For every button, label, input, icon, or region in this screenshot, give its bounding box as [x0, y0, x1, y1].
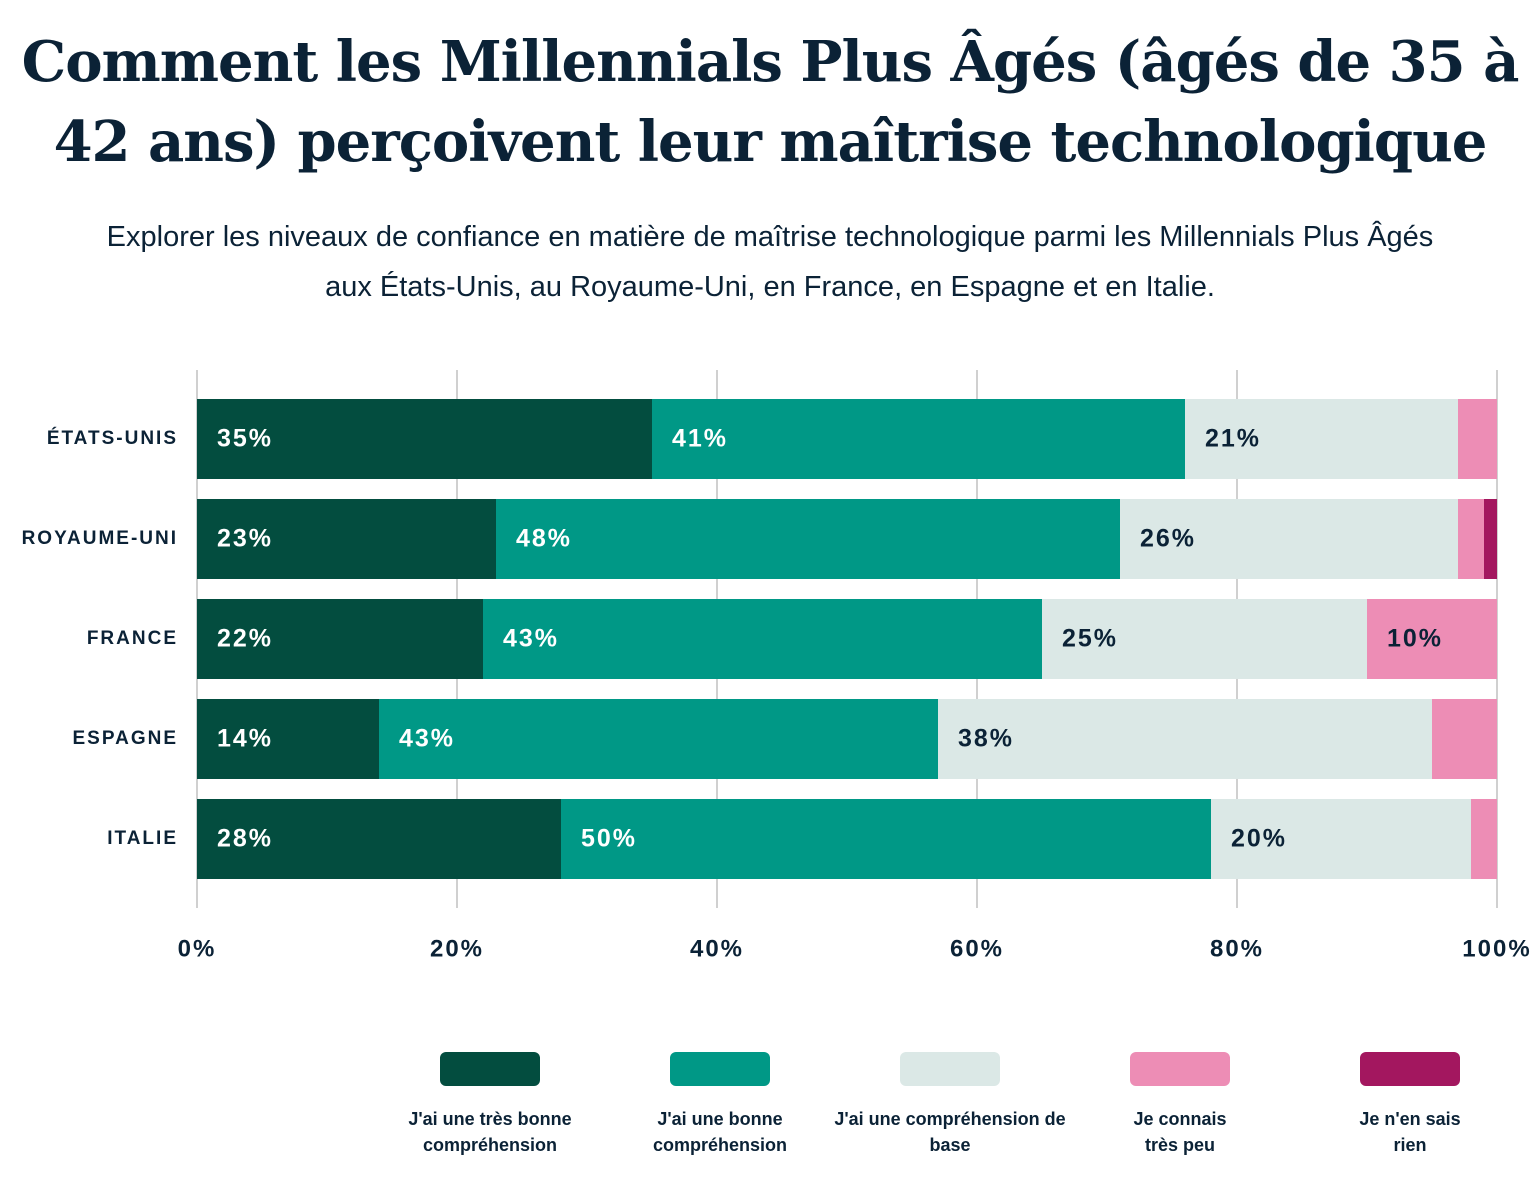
legend-label: J'ai une bonne compréhension	[652, 1109, 788, 1155]
legend-label: Je n'en sais rien	[1359, 1109, 1461, 1155]
value-label: 48%	[516, 525, 572, 553]
value-label: 25%	[1062, 625, 1118, 653]
x-tick-label: 100%	[1462, 935, 1531, 962]
chart-subtitle: Explorer les niveaux de confiance en mat…	[106, 221, 1434, 303]
bar-segment	[197, 799, 561, 879]
x-tick-label: 60%	[950, 935, 1004, 962]
legend-swatch	[670, 1052, 770, 1086]
bar-segment	[1211, 799, 1471, 879]
x-tick-label: 80%	[1210, 935, 1264, 962]
bar-segment	[197, 399, 652, 479]
value-label: 28%	[217, 825, 273, 853]
bar-segment	[1120, 499, 1458, 579]
legend-label: J'ai une compréhension de base	[834, 1109, 1066, 1155]
bar-segment	[197, 699, 379, 779]
value-label: 10%	[1387, 625, 1443, 653]
legend-label: J'ai une très bonne compréhension	[408, 1109, 572, 1155]
legend-swatch	[1360, 1052, 1460, 1086]
bar-segment	[1185, 399, 1458, 479]
value-label: 23%	[217, 525, 273, 553]
value-label: 50%	[581, 825, 637, 853]
y-tick-label: FRANCE	[87, 628, 178, 649]
bar-segment	[1458, 399, 1497, 479]
bar-segment	[561, 799, 1211, 879]
bar-segment	[496, 499, 1120, 579]
x-tick-label: 40%	[690, 935, 744, 962]
bar-segment	[379, 699, 938, 779]
value-label: 20%	[1231, 825, 1287, 853]
y-tick-label: ROYAUME-UNI	[22, 528, 178, 549]
bar-segment	[1471, 799, 1497, 879]
value-label: 35%	[217, 425, 273, 453]
bar-segment	[652, 399, 1185, 479]
legend-swatch	[900, 1052, 1000, 1086]
legend-swatch	[1130, 1052, 1230, 1086]
value-label: 43%	[503, 625, 559, 653]
bar-segment	[1367, 599, 1497, 679]
bar-segment	[483, 599, 1042, 679]
legend-label: Je connais très peu	[1133, 1109, 1227, 1155]
bar-segment	[197, 499, 496, 579]
value-label: 14%	[217, 725, 273, 753]
value-label: 22%	[217, 625, 273, 653]
y-tick-label: ESPAGNE	[72, 728, 178, 749]
x-tick-label: 20%	[430, 935, 484, 962]
bar-segment	[1042, 599, 1367, 679]
value-label: 43%	[399, 725, 455, 753]
bar-segment	[1484, 499, 1497, 579]
value-label: 38%	[958, 725, 1014, 753]
y-tick-label: ÉTATS-UNIS	[47, 427, 178, 449]
bar-segment	[938, 699, 1432, 779]
chart-title: Comment les Millennials Plus Âgés (âgés …	[21, 29, 1520, 175]
value-label: 26%	[1140, 525, 1196, 553]
legend-swatch	[440, 1052, 540, 1086]
bar-segment	[1432, 699, 1497, 779]
value-label: 41%	[672, 425, 728, 453]
x-tick-label: 0%	[178, 935, 217, 962]
bar-segment	[1458, 499, 1484, 579]
value-label: 21%	[1205, 425, 1261, 453]
bar-segment	[197, 599, 483, 679]
y-tick-label: ITALIE	[107, 828, 178, 849]
